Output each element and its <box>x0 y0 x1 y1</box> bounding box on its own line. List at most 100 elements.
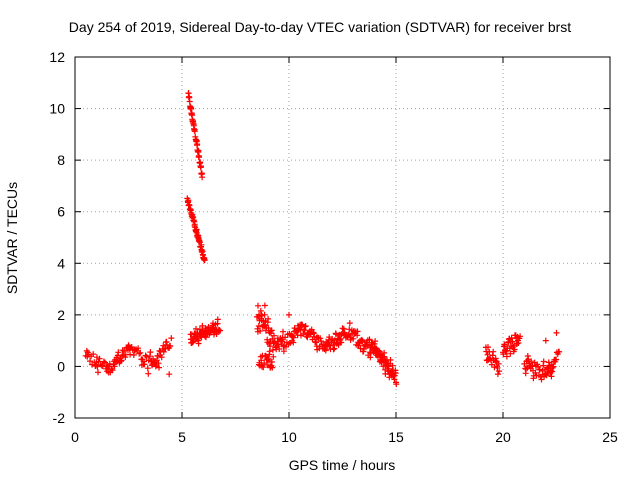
data-point <box>553 329 560 336</box>
data-point <box>542 337 549 344</box>
data-point <box>556 348 563 355</box>
data-point <box>87 358 93 365</box>
y-tick-label: 10 <box>49 101 65 117</box>
data-point <box>260 364 267 371</box>
data-point <box>268 359 275 365</box>
y-tick-label: 12 <box>49 49 65 65</box>
data-point <box>135 345 142 352</box>
x-tick-label: 5 <box>178 429 186 445</box>
data-point <box>508 334 515 341</box>
data-point <box>507 350 514 357</box>
data-point <box>121 348 128 354</box>
data-point <box>102 359 108 366</box>
y-tick-label: 4 <box>57 255 65 271</box>
data-point <box>540 358 547 365</box>
data-point <box>96 355 103 362</box>
data-point <box>194 141 201 148</box>
x-tick-label: 0 <box>71 429 79 445</box>
data-point <box>255 323 262 329</box>
data-point <box>490 348 497 355</box>
data-point <box>270 339 277 346</box>
data-point <box>261 302 268 309</box>
data-point <box>338 339 345 346</box>
data-point <box>350 335 357 342</box>
data-point <box>532 369 539 376</box>
axis-ticks: 0 5 10 15 20 25 -2 0 2 4 6 8 10 12 <box>49 49 618 445</box>
data-point <box>509 338 516 345</box>
chart-title: Day 254 of 2019, Sidereal Day-to-day VTE… <box>68 19 572 35</box>
data-point <box>156 364 162 371</box>
data-point <box>511 346 518 353</box>
data-point <box>160 348 167 355</box>
data-point <box>286 311 292 318</box>
y-tick-label: 8 <box>57 152 65 168</box>
y-axis-label: SDTVAR / TECUs <box>4 182 20 294</box>
y-tick-label: 2 <box>57 307 65 323</box>
data-point <box>387 357 394 363</box>
data-point <box>137 349 144 356</box>
data-point <box>168 335 175 342</box>
data-point <box>514 340 521 347</box>
data-point <box>326 342 333 349</box>
data-point <box>495 360 502 367</box>
data-point <box>111 363 118 370</box>
data-point <box>330 346 337 353</box>
data-point <box>141 361 148 368</box>
data-point <box>331 345 338 352</box>
data-point <box>214 316 221 323</box>
data-point <box>280 328 286 335</box>
data-point <box>392 370 399 377</box>
data-point <box>270 353 277 360</box>
data-point <box>359 337 366 344</box>
data-point <box>142 352 149 359</box>
data-point <box>119 353 126 360</box>
data-point <box>340 325 347 332</box>
data-point <box>528 358 535 365</box>
data-point <box>376 348 383 355</box>
data-point <box>199 174 206 181</box>
data-point <box>90 351 97 358</box>
data-point <box>515 340 522 346</box>
data-point <box>366 336 373 343</box>
data-point <box>553 356 560 363</box>
data-point <box>201 256 208 263</box>
data-point <box>166 371 173 378</box>
data-point <box>115 349 122 356</box>
y-tick-label: 0 <box>57 358 65 374</box>
data-point <box>266 348 273 355</box>
data-point <box>158 354 165 361</box>
data-point <box>280 348 287 355</box>
data-point <box>185 197 192 204</box>
data-point <box>106 360 113 367</box>
data-point <box>100 358 107 365</box>
data-point <box>95 369 101 376</box>
y-tick-label: -2 <box>53 410 66 426</box>
data-point <box>354 328 361 335</box>
data-point <box>371 344 378 351</box>
data-point <box>130 352 137 358</box>
data-point <box>198 163 204 170</box>
data-point <box>265 315 272 322</box>
plot-frame <box>74 56 611 419</box>
data-point <box>549 364 556 371</box>
data-point <box>109 367 116 374</box>
data-point <box>317 335 324 342</box>
data-point <box>496 368 503 375</box>
x-tick-label: 10 <box>281 429 297 445</box>
data-point <box>494 371 501 378</box>
data-point <box>255 302 261 309</box>
data-point <box>257 328 264 334</box>
data-point <box>268 327 275 334</box>
data-point <box>550 363 557 370</box>
data-point <box>503 353 510 360</box>
data-point <box>128 344 135 350</box>
grid <box>75 57 610 418</box>
data-point <box>548 373 555 380</box>
data-point <box>494 364 501 371</box>
data-point <box>265 325 272 332</box>
x-tick-label: 20 <box>495 429 511 445</box>
data-point <box>517 333 524 340</box>
data-point <box>276 346 283 352</box>
data-point <box>536 366 543 373</box>
